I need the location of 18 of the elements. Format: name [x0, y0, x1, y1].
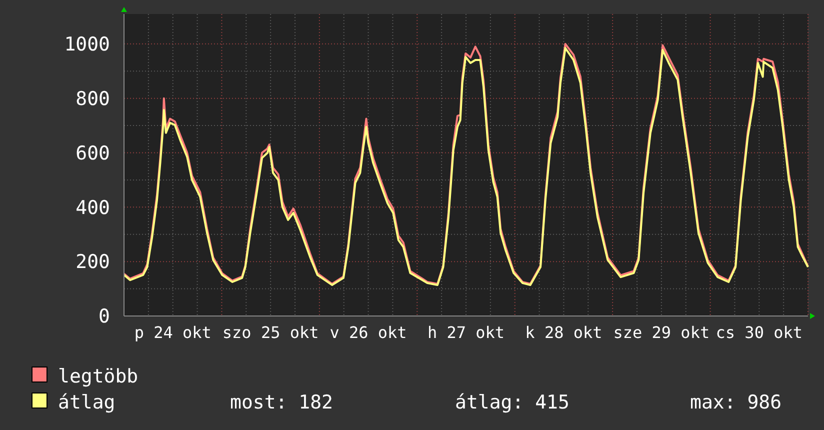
text: max: 986 [690, 392, 782, 414]
x-tick-label: v 26 okt [330, 323, 407, 342]
y-tick-label: 600 [76, 142, 110, 164]
y-tick-label: 200 [76, 251, 110, 274]
legend-label: átlag [58, 392, 116, 414]
y-tick-label: 400 [76, 196, 110, 219]
x-tick-label: k 28 okt [525, 323, 602, 342]
text: átlag: 415 [455, 392, 570, 414]
x-tick-label: cs 30 okt [716, 323, 802, 342]
y-tick-label: 800 [76, 88, 110, 110]
y-tick-label: 1000 [64, 34, 110, 56]
legend-label: legtöbb [58, 366, 138, 388]
x-tick-label: h 27 okt [427, 323, 505, 342]
text: most: 182 [230, 392, 333, 414]
x-tick-label: sze 29 okt [613, 323, 710, 342]
x-tick-label: szo 25 okt [222, 323, 319, 342]
x-tick-label: p 24 okt [134, 323, 212, 342]
y-tick-label: 0 [98, 306, 110, 328]
